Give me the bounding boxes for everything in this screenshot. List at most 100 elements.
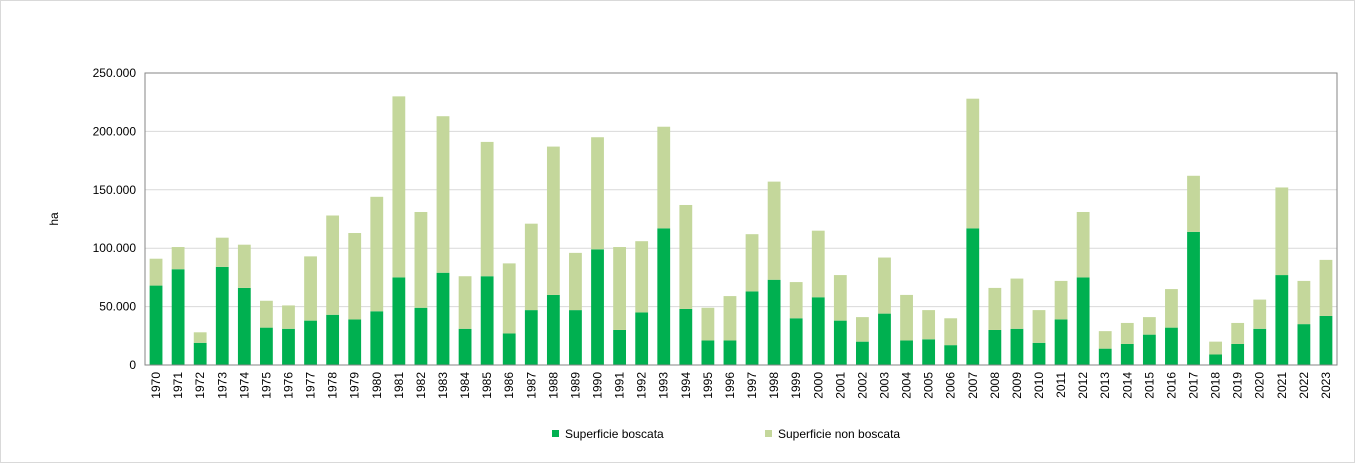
x-tick-label: 1988 — [546, 372, 560, 399]
bar-non-boscata-1972 — [193, 332, 207, 343]
bar-boscata-2004 — [900, 340, 913, 365]
bar-non-boscata-2015 — [1142, 317, 1156, 335]
bar-non-boscata-1985 — [480, 141, 494, 277]
bar-boscata-1983 — [436, 272, 450, 365]
bar-boscata-2014 — [1120, 343, 1134, 365]
x-tick-label: 2002 — [855, 372, 869, 399]
bar-non-boscata-2004 — [900, 294, 913, 341]
bar-non-boscata-1977 — [304, 256, 317, 321]
bar-non-boscata-1998 — [767, 181, 781, 280]
x-tick-label: 2008 — [988, 372, 1002, 399]
bar-non-boscata-1988 — [546, 146, 560, 295]
x-tick-label: 1973 — [215, 372, 229, 399]
bar-boscata-2005 — [922, 339, 936, 365]
x-tick-label: 2021 — [1275, 372, 1289, 399]
x-tick-label: 2015 — [1142, 372, 1156, 399]
bar-non-boscata-1994 — [679, 204, 693, 309]
y-tick-label: 200.000 — [93, 124, 137, 138]
x-tick-label: 2012 — [1076, 372, 1090, 399]
bar-boscata-2007 — [966, 228, 980, 365]
bar-boscata-1992 — [635, 312, 649, 365]
bar-non-boscata-1993 — [657, 126, 671, 229]
bar-non-boscata-2008 — [988, 287, 1002, 330]
bar-non-boscata-1980 — [370, 196, 384, 312]
bar-non-boscata-1974 — [237, 244, 251, 288]
plot-area-border — [144, 72, 1338, 366]
y-tick-label: 0 — [129, 358, 136, 372]
x-tick-label: 2001 — [833, 372, 847, 399]
bar-non-boscata-1984 — [458, 276, 472, 329]
bar-boscata-1985 — [480, 276, 494, 365]
bar-non-boscata-1983 — [436, 116, 450, 273]
bar-non-boscata-2002 — [856, 317, 869, 342]
bar-non-boscata-2009 — [1010, 278, 1024, 329]
bar-non-boscata-2019 — [1231, 322, 1245, 344]
x-tick-label: 1975 — [259, 372, 273, 399]
x-tick-label: 1981 — [392, 372, 406, 399]
bar-non-boscata-2020 — [1253, 299, 1267, 329]
bar-boscata-2021 — [1275, 275, 1289, 365]
x-tick-label: 2017 — [1187, 372, 1201, 399]
x-tick-label: 1993 — [657, 372, 671, 399]
x-tick-label: 2018 — [1209, 372, 1223, 399]
x-tick-label: 2000 — [811, 372, 825, 399]
bar-boscata-2020 — [1253, 328, 1267, 365]
bar-non-boscata-1981 — [392, 96, 406, 278]
bar-boscata-2013 — [1098, 348, 1112, 365]
bar-non-boscata-1982 — [414, 211, 428, 308]
bar-non-boscata-2003 — [878, 257, 891, 314]
bar-non-boscata-1996 — [723, 296, 737, 341]
x-tick-label: 1987 — [524, 372, 538, 399]
bar-boscata-1978 — [326, 314, 340, 365]
bar-boscata-1993 — [657, 228, 671, 365]
x-tick-label: 1990 — [591, 372, 605, 399]
y-tick-label: 250.000 — [93, 66, 137, 80]
bar-boscata-1979 — [348, 319, 362, 365]
y-axis-ticks: 0 50.000 100.000 150.000 200.000 250.000 — [93, 66, 137, 372]
x-tick-label: 1992 — [635, 372, 649, 399]
bar-boscata-1981 — [392, 277, 406, 365]
bar-non-boscata-1986 — [502, 263, 516, 334]
gridlines — [145, 72, 1337, 308]
bar-non-boscata-1979 — [348, 233, 362, 320]
bar-boscata-1998 — [767, 279, 781, 365]
bar-boscata-1991 — [613, 329, 626, 365]
bar-non-boscata-2023 — [1319, 259, 1333, 316]
bar-non-boscata-2017 — [1187, 175, 1200, 232]
x-tick-label: 2013 — [1098, 372, 1112, 399]
x-tick-label: 1984 — [458, 372, 472, 399]
bar-non-boscata-2005 — [922, 310, 936, 340]
bar-non-boscata-1992 — [635, 241, 649, 313]
bar-non-boscata-2007 — [966, 98, 980, 229]
legend: Superficie boscata Superficie non boscat… — [552, 427, 900, 441]
bar-non-boscata-2012 — [1076, 211, 1090, 278]
bar-boscata-2008 — [988, 329, 1002, 365]
x-tick-label: 1970 — [149, 372, 163, 399]
x-tick-label: 1971 — [171, 372, 185, 399]
bar-boscata-2002 — [856, 341, 869, 365]
x-tick-label: 1976 — [281, 372, 295, 399]
x-tick-label: 1985 — [480, 372, 494, 399]
bar-non-boscata-1990 — [591, 137, 604, 250]
legend-label-boscata: Superficie boscata — [565, 427, 664, 441]
bar-boscata-1974 — [237, 287, 251, 365]
bar-boscata-2023 — [1319, 315, 1333, 365]
bar-boscata-1970 — [149, 285, 163, 365]
x-tick-label: 1972 — [193, 372, 207, 399]
bar-non-boscata-1995 — [701, 307, 715, 341]
x-tick-label: 1979 — [348, 372, 362, 399]
bar-boscata-1997 — [745, 291, 759, 365]
x-tick-label: 1986 — [502, 372, 516, 399]
bar-non-boscata-2010 — [1032, 310, 1046, 343]
x-tick-label: 2016 — [1164, 372, 1178, 399]
bar-boscata-2018 — [1209, 354, 1222, 365]
x-tick-label: 1982 — [414, 372, 428, 399]
x-tick-label: 1999 — [789, 372, 803, 399]
x-tick-label: 2011 — [1054, 372, 1068, 398]
x-tick-label: 1996 — [723, 372, 737, 399]
bar-boscata-1995 — [701, 340, 715, 365]
bar-boscata-1987 — [524, 310, 538, 365]
bar-non-boscata-1971 — [171, 247, 185, 270]
bar-boscata-1976 — [282, 328, 295, 365]
